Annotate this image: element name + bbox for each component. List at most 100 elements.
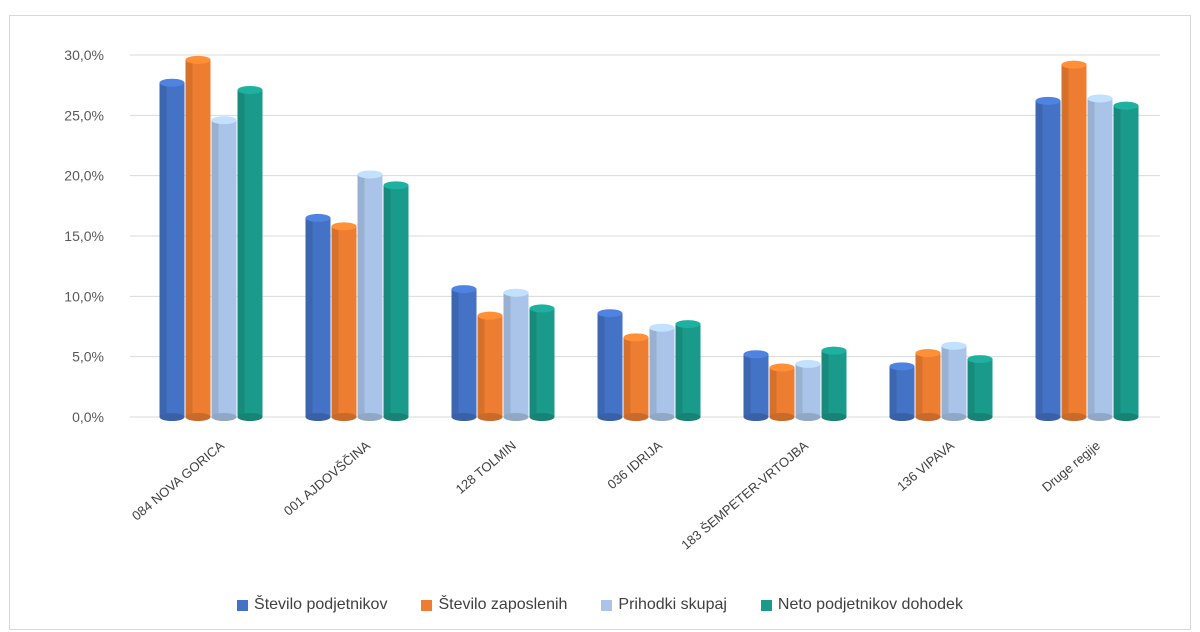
bar-top (597, 309, 623, 318)
bar-shade (649, 327, 657, 417)
bar-shade (1113, 105, 1121, 418)
bar-base (383, 413, 409, 421)
bar-shade (597, 313, 605, 417)
y-tick-label: 10,0% (64, 288, 104, 304)
bar-base (769, 413, 795, 421)
bar-top (915, 349, 941, 358)
bar-top (331, 222, 357, 231)
bar-base (1061, 413, 1087, 421)
legend-swatch (421, 599, 433, 611)
bar-top (211, 116, 237, 125)
bar-top (185, 55, 211, 64)
bar-top (675, 320, 701, 329)
bar-base (675, 413, 701, 421)
bar-top (503, 288, 529, 297)
bar-base (743, 413, 769, 421)
bar-top (1061, 60, 1087, 69)
bar-base (1087, 413, 1113, 421)
bar-base (211, 413, 237, 421)
bar-shade (305, 217, 313, 417)
legend-item: Število zaposlenih (421, 596, 567, 614)
bar-base (159, 413, 185, 421)
bar-top (623, 333, 649, 342)
bar-top (529, 304, 555, 313)
x-tick-label: 001 AJDOVŠČINA (281, 438, 373, 519)
bar-base (821, 413, 847, 421)
legend-item: Število podjetnikov (237, 596, 387, 614)
bar-top (159, 78, 185, 87)
y-tick-label: 5,0% (72, 349, 104, 365)
bar-top (769, 363, 795, 372)
x-tick-label: 183 ŠEMPETER-VRTOJBA (678, 438, 811, 553)
bar-shade (675, 324, 683, 417)
bar-base (477, 413, 503, 421)
bar-top (357, 170, 383, 179)
bar-shade (967, 359, 975, 417)
legend-swatch (237, 599, 249, 611)
legend-label: Neto podjetnikov dohodek (777, 596, 963, 613)
bar-base (503, 413, 529, 421)
bar-top (889, 362, 915, 371)
bar-top (305, 213, 331, 222)
bar-shade (185, 59, 193, 418)
bar-shade (237, 89, 245, 417)
y-tick-label: 15,0% (64, 228, 104, 244)
bar-shade (821, 350, 829, 417)
bar-shade (889, 366, 897, 417)
x-tick-label: 128 TOLMIN (453, 438, 519, 497)
bar-top (821, 346, 847, 355)
bar-top (795, 359, 821, 368)
bar-shade (915, 353, 923, 417)
bar-top (237, 85, 263, 94)
bar-top (1113, 101, 1139, 110)
bar-shade (1061, 64, 1069, 418)
y-tick-label: 20,0% (64, 168, 104, 184)
bar-shade (331, 226, 339, 417)
bar-shade (503, 292, 511, 417)
bar-base (529, 413, 555, 421)
legend-label: Število zaposlenih (438, 596, 568, 613)
bar-shade (477, 315, 485, 417)
bar-top (1035, 96, 1061, 105)
bar-base (795, 413, 821, 421)
legend-item: Prihodki skupaj (601, 596, 727, 614)
bar-base (623, 413, 649, 421)
bar-shade (529, 308, 537, 417)
bar-top (1087, 94, 1113, 103)
legend-item: Neto podjetnikov dohodek (760, 596, 963, 614)
bar-base (305, 413, 331, 421)
bar-base (357, 413, 383, 421)
bar-top (649, 323, 675, 332)
bar-base (185, 413, 211, 421)
y-tick-label: 25,0% (64, 107, 104, 123)
x-tick-label: 084 NOVA GORICA (129, 438, 227, 524)
bar-top (967, 355, 993, 364)
bar-top (383, 181, 409, 190)
bar-shade (1087, 98, 1095, 417)
bar-base (1113, 413, 1139, 421)
bar-top (451, 285, 477, 294)
chart-legend: Število podjetnikov Število zaposlenih Pri… (0, 596, 1200, 614)
bar-top (941, 341, 967, 350)
bar-shade (451, 289, 459, 417)
legend-label: Prihodki skupaj (618, 596, 727, 613)
bar-base (915, 413, 941, 421)
bar-base (649, 413, 675, 421)
bar-shade (159, 82, 167, 418)
bar-base (941, 413, 967, 421)
x-tick-label: 136 VIPAVA (894, 438, 957, 494)
y-tick-label: 30,0% (64, 47, 104, 63)
bar-shade (743, 354, 751, 417)
bar-shade (211, 120, 219, 417)
bar-base (331, 413, 357, 421)
legend-swatch (760, 599, 772, 611)
bar-base (1035, 413, 1061, 421)
bar-base (237, 413, 263, 421)
bar-shade (357, 174, 365, 417)
y-tick-label: 0,0% (72, 409, 104, 425)
bar-base (451, 413, 477, 421)
legend-label: Število podjetnikov (254, 596, 388, 613)
x-tick-label: 036 IDRIJA (604, 438, 665, 492)
bar-shade (941, 345, 949, 417)
